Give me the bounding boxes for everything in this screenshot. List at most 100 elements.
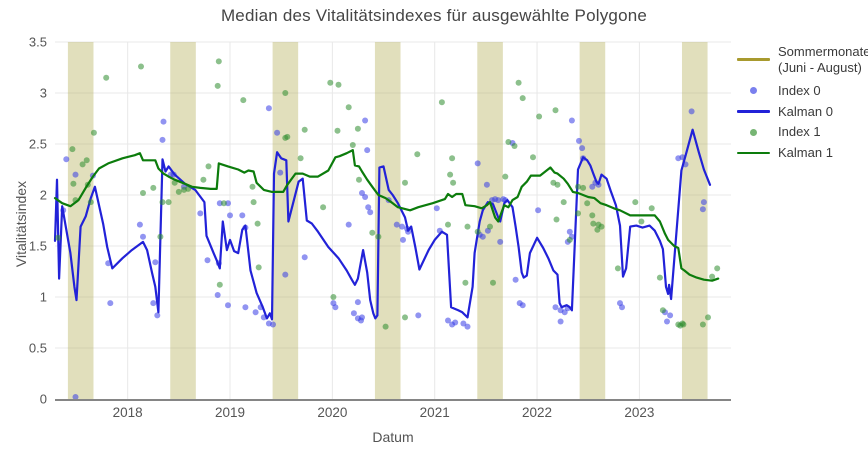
series-index-0-marker	[452, 319, 459, 326]
y-tick-label: 3.5	[29, 35, 47, 50]
series-index-1-marker	[220, 200, 227, 207]
series-index-0-marker	[270, 321, 276, 328]
series-index-0-marker	[225, 200, 231, 207]
series-index-0-marker	[400, 236, 406, 243]
series-index-0-marker	[415, 312, 422, 319]
series-index-0-marker	[160, 118, 167, 125]
legend: Sommermonate (Juni - August) Index 0 Kal…	[737, 44, 868, 166]
y-tick-label: 3	[40, 86, 47, 101]
series-index-0-marker	[150, 300, 157, 307]
series-index-1-marker	[402, 179, 408, 186]
series-index-1-marker	[594, 226, 601, 233]
series-index-1-marker	[530, 154, 536, 161]
legend-item-index-1[interactable]: Index 1	[737, 124, 868, 140]
series-index-1-marker	[552, 107, 559, 114]
series-index-1-marker	[464, 223, 471, 230]
series-index-0-marker	[345, 221, 352, 228]
x-axis-title: Datum	[372, 429, 414, 445]
series-index-1-marker	[487, 223, 493, 230]
series-index-0-marker	[512, 276, 519, 283]
legend-item-kalman-0[interactable]: Kalman 0	[737, 104, 868, 120]
series-index-0-marker	[72, 394, 79, 400]
series-index-1-marker	[354, 125, 361, 132]
series-index-0-marker	[362, 194, 369, 200]
series-index-1-marker	[335, 81, 342, 88]
series-index-0-marker	[561, 309, 568, 316]
summer-band	[681, 42, 708, 399]
series-index-1-marker	[200, 176, 207, 183]
series-index-1-marker	[345, 104, 352, 111]
series-index-1-marker	[240, 97, 247, 104]
series-index-0-marker	[282, 271, 289, 278]
legend-label-index-1: Index 1	[778, 124, 821, 140]
series-index-1-marker	[680, 321, 687, 328]
series-index-1-marker	[553, 216, 560, 223]
legend-item-index-0[interactable]: Index 0	[737, 83, 868, 99]
chart-title: Median des Vitalitätsindexes für ausgewä…	[220, 6, 648, 25]
series-index-1-marker	[502, 173, 509, 180]
series-index-1-marker	[450, 179, 457, 186]
series-index-1-marker	[575, 183, 581, 190]
series-index-1-marker	[157, 233, 164, 240]
series-index-1-marker	[632, 199, 639, 206]
series-index-1-marker	[580, 184, 587, 191]
series-index-0-marker	[63, 156, 70, 163]
series-index-1-marker	[215, 58, 222, 65]
x-tick-label: 2019	[215, 405, 245, 420]
series-index-0-marker	[239, 212, 246, 219]
kalman-0-swatch-icon	[737, 110, 778, 113]
legend-item-kalman-1[interactable]: Kalman 1	[737, 145, 868, 161]
series-index-0-marker	[197, 210, 204, 217]
series-index-1-marker	[382, 323, 389, 330]
x-tick-label: 2018	[113, 405, 143, 420]
x-tick-label: 2020	[317, 405, 347, 420]
series-index-1-marker	[584, 200, 591, 207]
series-index-1-marker	[590, 220, 597, 227]
series-index-0-marker	[479, 233, 486, 240]
series-index-1-marker	[249, 183, 256, 190]
series-index-0-marker	[214, 292, 221, 298]
series-index-1-marker	[327, 79, 334, 86]
series-index-0-marker	[140, 233, 146, 240]
series-index-0-marker	[667, 312, 674, 319]
series-index-1-marker	[375, 233, 382, 240]
series-index-1-marker	[334, 127, 341, 134]
series-index-1-marker	[165, 199, 172, 206]
series-index-1-marker	[282, 90, 289, 96]
series-index-1-marker	[449, 155, 456, 162]
series-index-1-marker	[138, 63, 144, 70]
series-index-0-marker	[365, 204, 372, 211]
index-1-swatch-icon	[737, 128, 778, 136]
series-index-1-marker	[349, 142, 356, 148]
series-index-0-marker	[227, 212, 233, 219]
series-index-0-marker	[619, 304, 625, 311]
series-index-1-marker	[505, 139, 512, 145]
series-index-0-marker	[483, 181, 490, 188]
series-index-0-marker	[519, 302, 526, 309]
series-index-1-marker	[511, 143, 518, 149]
series-index-0-marker	[277, 169, 284, 176]
series-index-0-marker	[557, 318, 564, 325]
series-index-1-marker	[554, 181, 561, 188]
series-index-0-marker	[362, 117, 369, 124]
summer-band	[170, 42, 196, 399]
legend-label-kalman-1: Kalman 1	[778, 145, 833, 161]
series-index-1-marker	[55, 234, 62, 241]
summer-band	[272, 42, 299, 399]
series-index-1-marker	[699, 321, 706, 328]
series-index-0-marker	[497, 238, 504, 245]
series-index-0-marker	[566, 228, 573, 235]
series-index-1-marker	[648, 205, 655, 212]
series-index-1-marker	[638, 218, 645, 225]
series-index-1-marker	[519, 95, 526, 102]
series-index-1-marker	[438, 99, 445, 106]
series-index-0-marker	[72, 171, 79, 178]
series-index-1-marker	[255, 264, 262, 271]
x-tick-label: 2022	[522, 405, 552, 420]
legend-item-sommermonate[interactable]: Sommermonate (Juni - August)	[737, 44, 868, 76]
series-index-1-marker	[714, 265, 721, 272]
series-index-0-marker	[576, 137, 582, 144]
series-index-0-marker	[579, 145, 586, 152]
